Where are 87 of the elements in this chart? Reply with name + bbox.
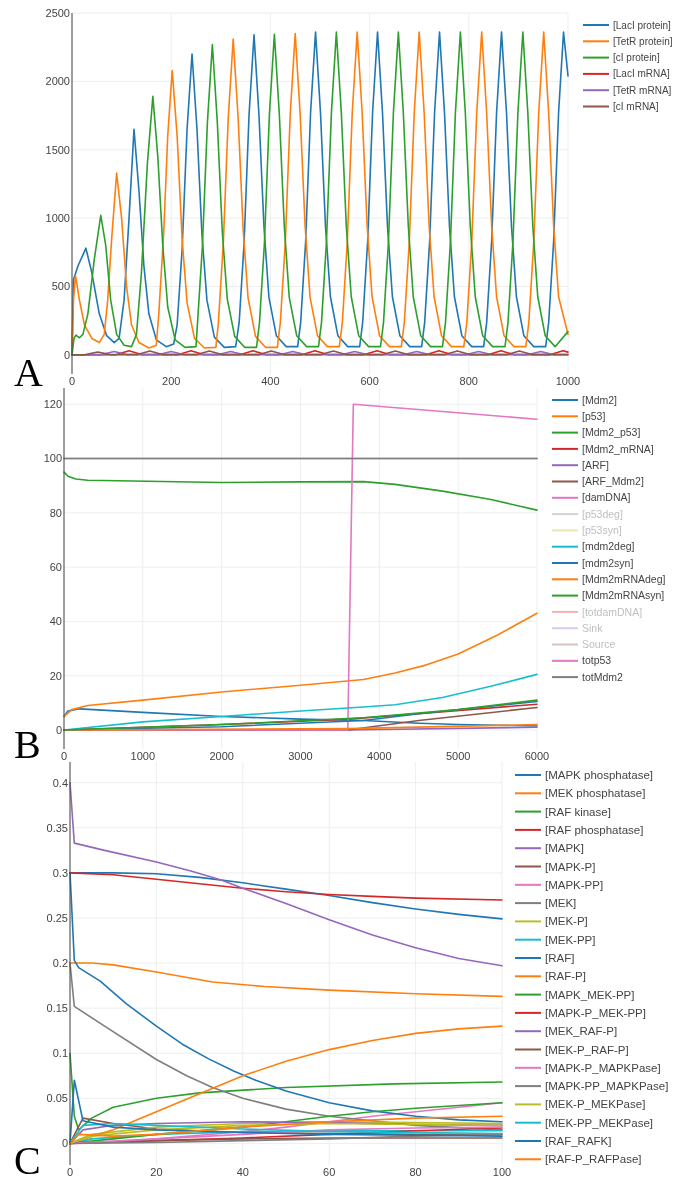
legend-label: [MEK-PP] [545,933,596,946]
legend-label: [RAF-P] [545,970,586,983]
legend-label: [MAPK-P_MEK-PP] [545,1006,646,1019]
y-tick-label: 20 [49,669,62,682]
legend-label: totMdm2 [582,670,624,683]
legend-label: [MAPK-P] [545,860,596,873]
x-tick-label: 3000 [288,750,313,762]
x-tick-label: 40 [236,1166,249,1177]
y-tick-label: 80 [49,506,62,519]
legend-label: [totdamDNA] [582,605,643,618]
x-tick-label: 100 [492,1166,512,1177]
y-tick-label: 0.15 [46,1001,68,1014]
y-tick-label: 0 [61,1137,68,1150]
legend-label: [RAF] [545,952,575,965]
legend-label: [RAF phosphatase] [545,823,644,836]
y-tick-label: 2000 [45,75,70,88]
y-tick-label: 1500 [45,143,70,156]
legend-label: [MEK-P_MEKPase] [545,1098,646,1111]
legend-label: [TetR mRNA] [613,84,672,96]
legend-label: [RAF_RAFK] [545,1135,612,1148]
legend-label: totp53 [582,654,612,667]
legend-label: [TetR protein] [613,35,673,47]
x-tick-label: 4000 [367,750,392,762]
legend-label: [cI protein] [613,52,660,64]
y-tick-label: 500 [51,280,70,293]
legend-label: [p53syn] [582,524,622,537]
legend-label: Sink [582,621,604,634]
legend-label: [MEK] [545,897,577,910]
y-tick-label: 120 [43,398,62,411]
x-tick-label: 1000 [130,750,156,762]
legend-label: [MAPK-PP_MAPKPase] [545,1080,669,1093]
y-tick-label: 60 [49,560,62,573]
y-tick-label: 0.2 [52,956,68,969]
legend-label: [ARF_Mdm2] [582,475,644,488]
y-tick-label: 40 [49,615,62,628]
legend-label: [MAPK-P_MAPKPase] [545,1061,661,1074]
legend-label: [MAPK-PP] [545,878,604,891]
legend-label: [mdm2syn] [582,556,634,569]
y-tick-label: 0.4 [52,776,68,789]
x-tick-label: 20 [150,1166,163,1177]
legend-label: [Mdm2mRNAsyn] [582,589,665,602]
legend-label: [MEK-P] [545,915,588,928]
x-tick-label: 200 [162,375,181,387]
x-tick-label: 2000 [209,750,234,762]
legend-label: [Mdm2] [582,393,618,406]
legend-label: [MAPK] [545,842,584,855]
legend-label: [Mdm2_p53] [582,426,641,439]
legend-label: [LacI protein] [613,19,672,31]
y-tick-label: 0.25 [46,911,68,924]
legend-label: [cI mRNA] [613,101,659,112]
x-tick-label: 80 [409,1166,422,1177]
y-tick-label: 0 [55,723,62,736]
legend-label: [MEK phosphatase] [545,787,646,800]
x-tick-label: 600 [360,375,379,387]
legend-label: [damDNA] [582,491,631,504]
x-tick-label: 6000 [524,750,550,762]
legend-label: Source [582,638,616,651]
y-tick-label: 0.35 [46,821,68,834]
legend-label: [Mdm2mRNAdeg] [582,572,666,585]
y-tick-label: 1000 [45,211,70,224]
y-tick-label: 0.3 [52,866,68,879]
text: B [14,722,41,767]
text: A [14,350,43,395]
legend-label: [MAPK phosphatase] [545,769,654,782]
y-tick-label: 0.05 [46,1092,68,1105]
legend-label: [ARF] [582,458,609,471]
legend-label: [MEK_RAF-P] [545,1025,618,1038]
legend-label: [RAF kinase] [545,805,611,818]
x-tick-label: 5000 [445,750,471,762]
y-tick-label: 0 [63,348,70,361]
legend-label: [Mdm2_mRNA] [582,442,654,455]
legend-label: [LacI mRNA] [613,68,670,80]
legend-label: [RAF-P_RAFPase] [545,1153,642,1166]
legend-label: [p53] [582,409,606,422]
legend-label: [p53deg] [582,507,623,520]
text: C [14,1138,41,1177]
x-tick-label: 1000 [555,375,581,387]
legend-label: [MEK-PP_MEKPase] [545,1116,654,1129]
legend-label: [MAPK_MEK-PP] [545,988,635,1001]
y-tick-label: 0.1 [52,1047,68,1060]
x-tick-label: 800 [459,375,478,387]
legend-label: [mdm2deg] [582,540,635,553]
y-tick-label: 100 [43,452,62,465]
x-tick-label: 400 [261,375,280,387]
x-tick-label: 60 [323,1166,336,1177]
legend-label: [MEK-P_RAF-P] [545,1043,629,1056]
y-tick-label: 2500 [45,6,70,19]
